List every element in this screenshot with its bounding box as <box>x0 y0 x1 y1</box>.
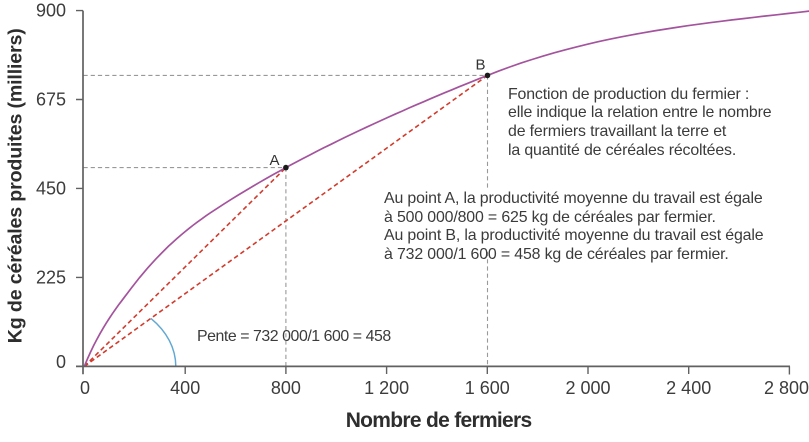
svg-text:2 000: 2 000 <box>565 378 610 398</box>
svg-text:225: 225 <box>36 267 66 287</box>
svg-text:1 200: 1 200 <box>364 378 409 398</box>
svg-text:450: 450 <box>36 178 66 198</box>
svg-text:B: B <box>475 57 485 74</box>
svg-text:A: A <box>269 152 279 169</box>
svg-text:1 600: 1 600 <box>465 378 510 398</box>
svg-text:0: 0 <box>80 378 90 398</box>
svg-text:900: 900 <box>36 1 66 21</box>
svg-text:Nombre de fermiers: Nombre de fermiers <box>346 409 532 432</box>
svg-text:0: 0 <box>56 352 66 372</box>
svg-text:2 400: 2 400 <box>666 378 711 398</box>
svg-text:Kg de céréales produites (mill: Kg de céréales produites (milliers) <box>5 28 27 343</box>
svg-text:675: 675 <box>36 90 66 110</box>
svg-text:800: 800 <box>271 378 301 398</box>
svg-text:400: 400 <box>170 378 200 398</box>
svg-text:2 800: 2 800 <box>764 378 809 398</box>
